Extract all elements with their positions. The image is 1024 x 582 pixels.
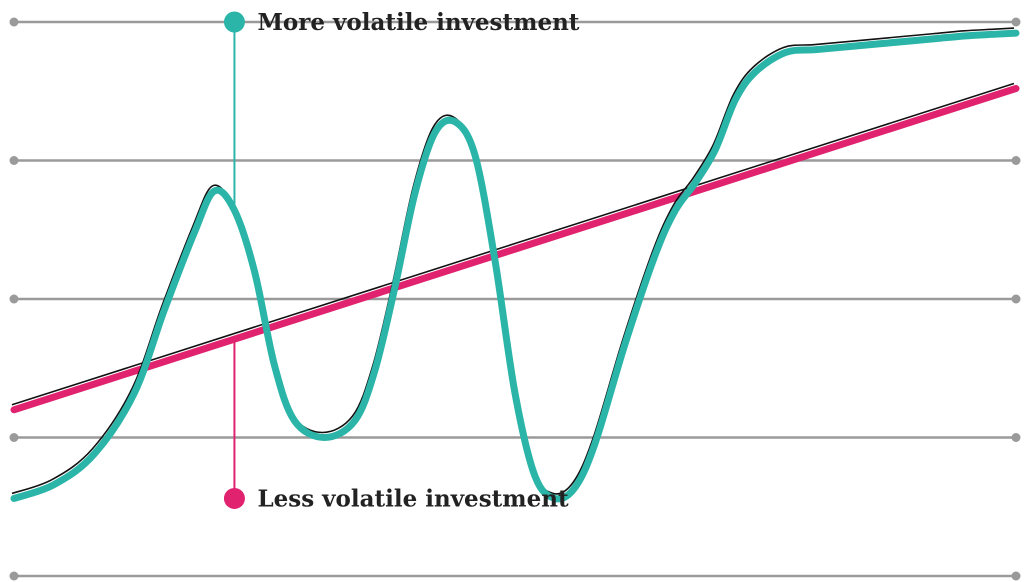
- less-volatile-series-outline: [11, 82, 1015, 406]
- more-volatile-series-line: [10, 29, 1020, 503]
- gridline-end-dot: [9, 156, 19, 165]
- less-volatile-label: Less volatile investment: [257, 485, 569, 512]
- gridline-end-dot: [1011, 571, 1021, 581]
- gridline-end-dot: [9, 433, 19, 442]
- gridline-end-dot: [9, 17, 19, 27]
- gridline-end-dot: [1011, 156, 1021, 165]
- more-volatile-label: More volatile investment: [257, 9, 579, 36]
- more-volatile-series-outline: [11, 27, 1015, 495]
- gridline-end-dot: [1011, 433, 1021, 442]
- more-volatile-marker: [223, 11, 245, 33]
- gridline-end-dot: [1011, 17, 1021, 27]
- gridline-end-dot: [1011, 294, 1021, 304]
- less-volatile-series-line: [10, 84, 1020, 414]
- annotation-layer: More volatile investment Less volatile i…: [223, 9, 580, 512]
- gridline-end-dot: [9, 294, 19, 304]
- gridline-end-dot: [9, 571, 19, 581]
- series-layer: [10, 27, 1020, 503]
- grid-lines: [9, 17, 1021, 581]
- less-volatile-marker: [223, 487, 245, 509]
